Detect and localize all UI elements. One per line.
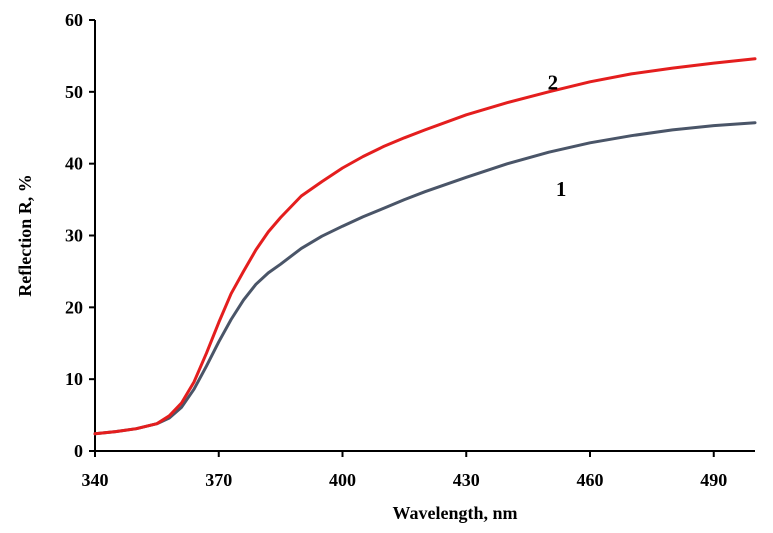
x-axis-title: Wavelength, nm xyxy=(392,503,517,523)
series-lines xyxy=(93,57,757,436)
y-tick-label: 40 xyxy=(65,154,83,174)
x-tick-label: 490 xyxy=(700,470,727,490)
y-axis: 0 10 20 30 40 50 60 xyxy=(65,10,96,461)
x-tick-label: 370 xyxy=(205,470,232,490)
x-axis: 340 370 400 430 460 490 xyxy=(82,450,755,490)
y-tick-label: 60 xyxy=(65,10,83,30)
x-tick-label: 460 xyxy=(577,470,604,490)
series-line-1 xyxy=(93,121,757,436)
series-labels: 12 xyxy=(548,70,567,200)
y-tick-label: 30 xyxy=(65,226,83,246)
y-tick-label: 50 xyxy=(65,82,83,102)
y-axis-title: Reflection R, % xyxy=(15,174,35,296)
series-label-1: 1 xyxy=(556,177,567,201)
y-tick-label: 20 xyxy=(65,297,83,317)
series-line-2 xyxy=(93,57,757,436)
y-tick-label: 0 xyxy=(74,441,83,461)
x-tick-label: 430 xyxy=(453,470,480,490)
y-tick-label: 10 xyxy=(65,369,83,389)
x-tick-label: 400 xyxy=(329,470,356,490)
series-label-2: 2 xyxy=(548,70,559,94)
x-tick-label: 340 xyxy=(82,470,109,490)
